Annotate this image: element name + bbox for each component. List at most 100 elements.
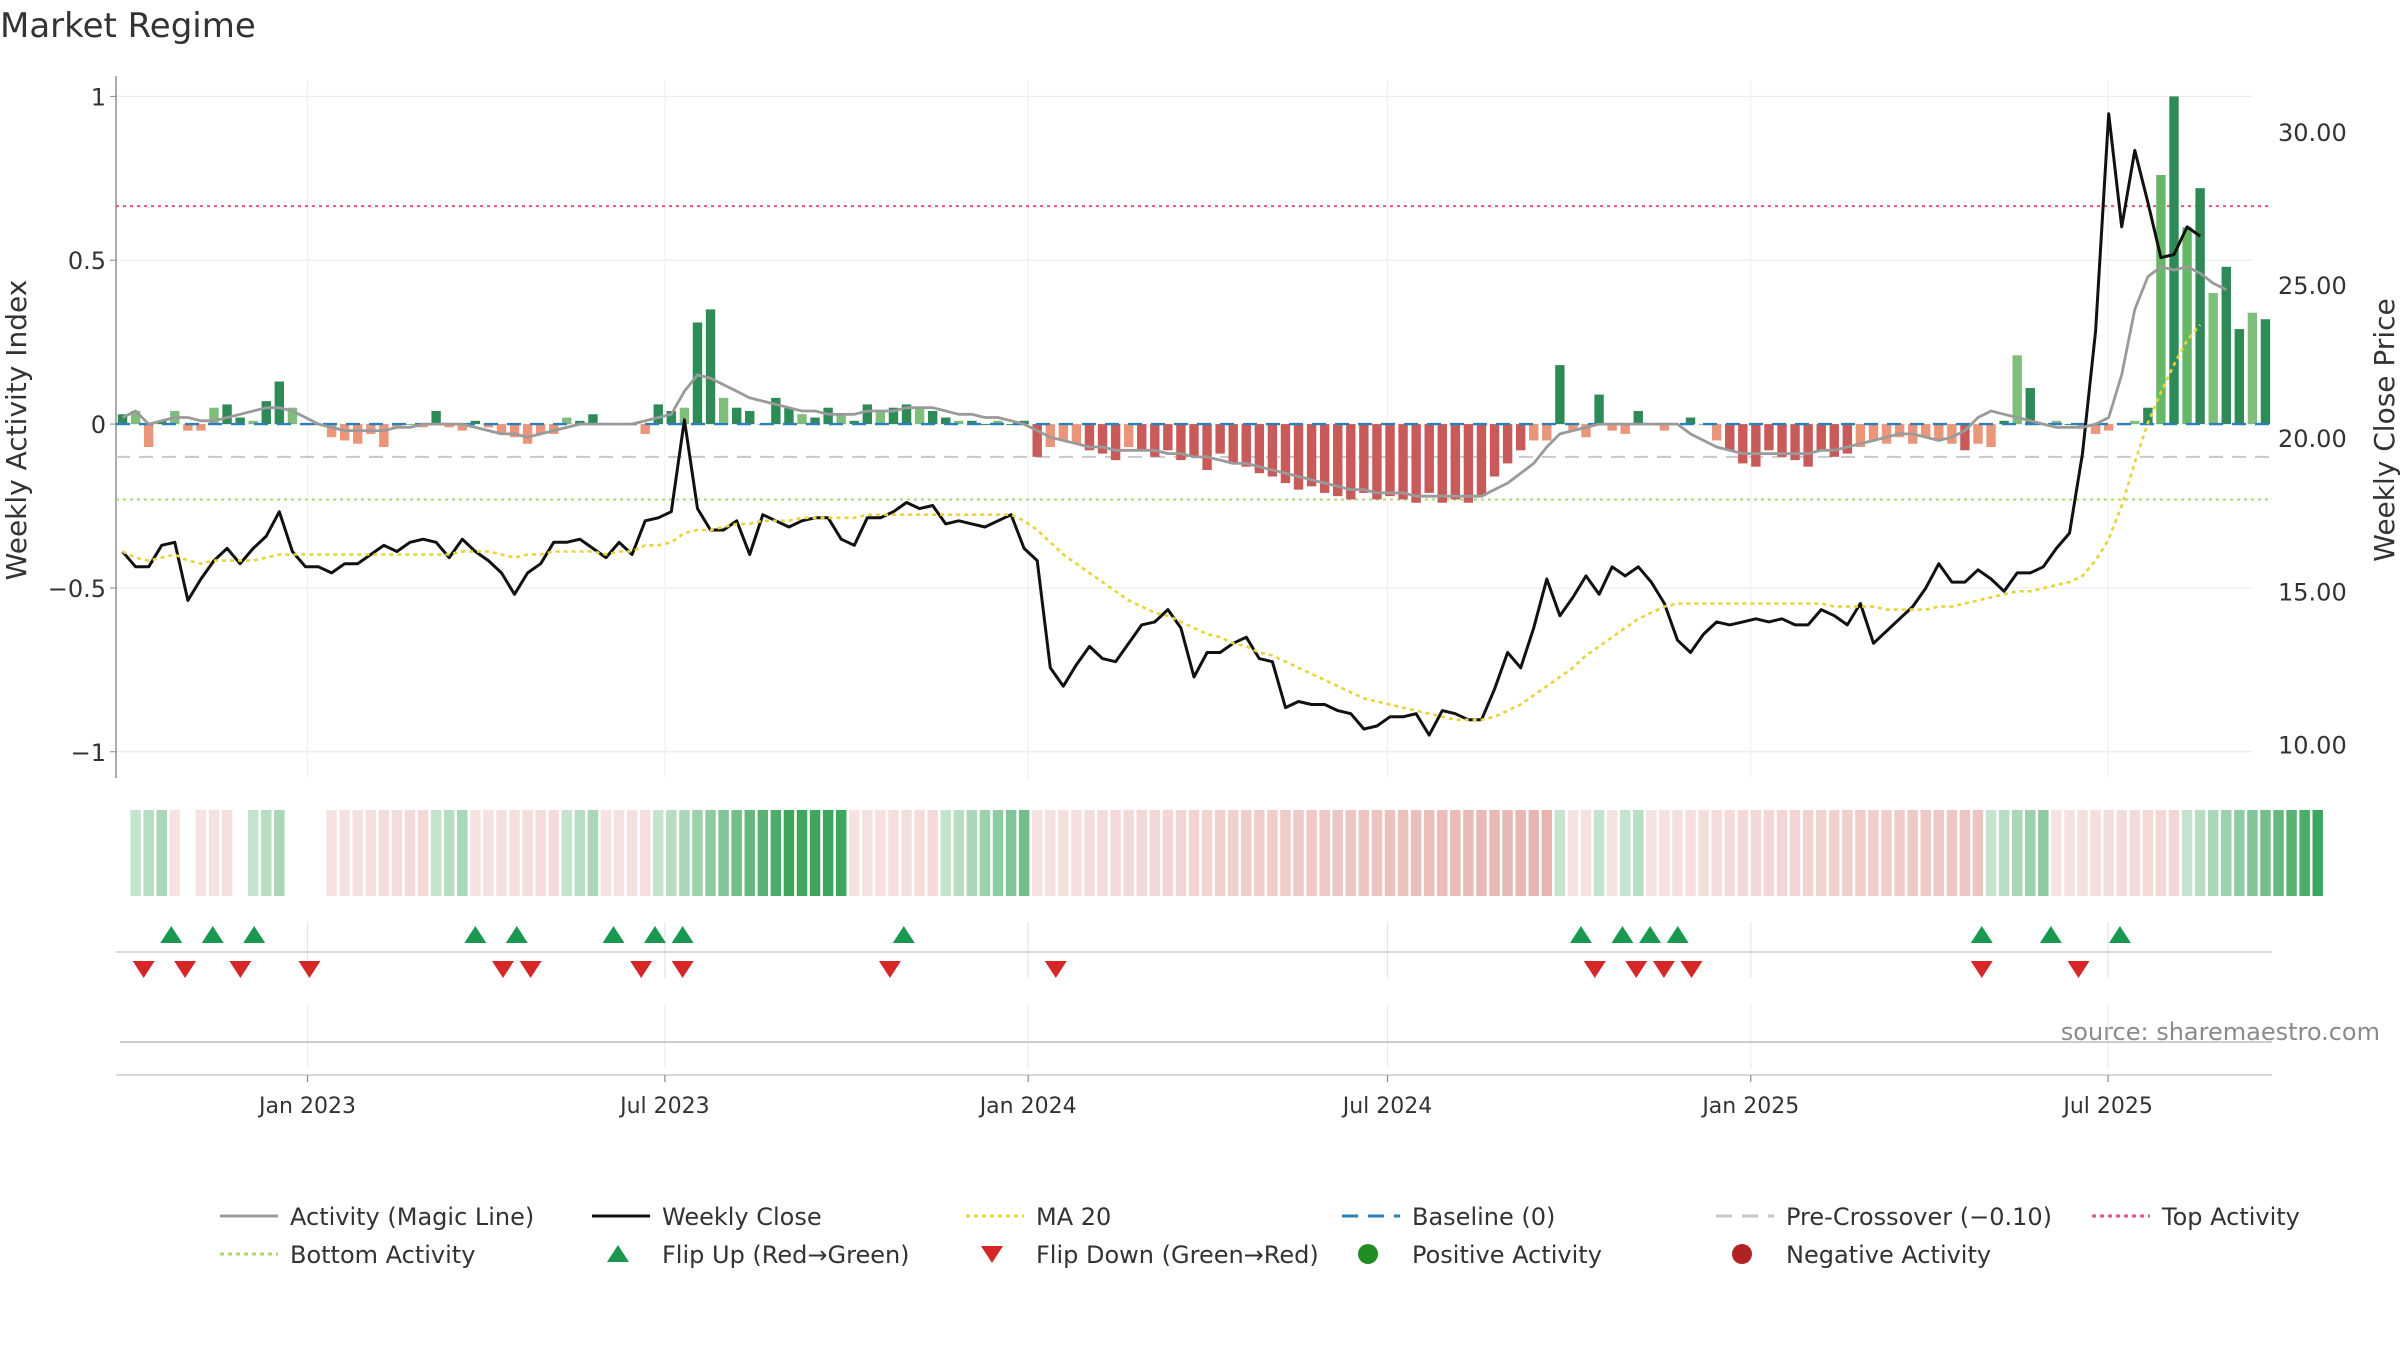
legend-item: Flip Up (Red→Green)	[607, 1241, 910, 1269]
legend: Activity (Magic Line) Weekly Close MA 20 Ba…	[220, 1203, 2300, 1269]
regime-strip-cell	[1829, 810, 1840, 896]
regime-strip-cell	[718, 810, 729, 896]
regime-strip-cell	[1254, 810, 1265, 896]
activity-bar	[483, 424, 494, 428]
legend-dot-icon	[1358, 1244, 1378, 1264]
flip-down-marker	[132, 961, 155, 978]
activity-bar	[248, 420, 258, 425]
regime-strip-cell	[130, 810, 141, 896]
regime-strip-cell	[313, 810, 323, 896]
activity-bar	[718, 397, 729, 425]
activity-bar	[1842, 424, 1853, 454]
activity-bar	[2195, 188, 2205, 425]
activity-bar	[1515, 424, 1526, 451]
regime-strip-cell	[1476, 810, 1487, 896]
regime-strip-cell	[1397, 810, 1409, 896]
regime-strip-cell	[1293, 810, 1304, 896]
regime-strip-cell	[483, 810, 494, 896]
regime-strip-cell	[1463, 810, 1474, 896]
regime-strip-cell	[613, 810, 625, 896]
activity-bar	[1019, 420, 1029, 425]
flip-up-marker	[464, 926, 487, 943]
activity-bar	[1502, 424, 1513, 464]
regime-strip-cell	[1593, 810, 1605, 896]
activity-bar	[810, 417, 820, 425]
activity-bar	[1529, 424, 1539, 441]
regime-strip-cell	[2077, 810, 2088, 896]
regime-strip-cell	[1371, 810, 1383, 896]
activity-bar	[117, 414, 128, 425]
regime-strip-cell	[600, 810, 612, 896]
activity-bar	[444, 424, 454, 428]
activity-bar	[1306, 424, 1317, 487]
activity-bar	[549, 424, 559, 434]
activity-bar	[1555, 365, 1565, 425]
y-axis-left-label: Weekly Activity Index	[0, 280, 33, 581]
activity-bar	[1359, 424, 1369, 493]
flip-up-marker	[1970, 926, 1993, 943]
activity-bar	[771, 397, 781, 425]
activity-bar	[2247, 312, 2258, 425]
activity-bar	[261, 401, 271, 425]
legend-item: Positive Activity	[1358, 1241, 1602, 1269]
activity-bar	[1633, 410, 1643, 425]
activity-bar	[2077, 424, 2088, 428]
regime-strip-cell	[2038, 810, 2049, 896]
activity-bar	[1764, 424, 1774, 451]
activity-bar	[1280, 424, 1291, 484]
y-right-tick-label: 20.00	[2278, 425, 2347, 453]
regime-strip-cell	[1528, 810, 1539, 896]
activity-bar	[1934, 424, 1944, 441]
regime-strip-cell	[2155, 810, 2167, 896]
regime-strip-cell	[1162, 810, 1174, 896]
activity-bar	[457, 424, 467, 431]
legend-triangle-down-icon	[981, 1246, 1003, 1263]
regime-strip-cell	[1998, 810, 2010, 896]
regime-strip-cell	[1672, 810, 1683, 896]
activity-bar	[980, 424, 990, 426]
regime-strip-cell	[705, 810, 716, 896]
activity-bar	[1006, 424, 1016, 426]
activity-bar	[143, 424, 154, 448]
regime-strip-cell	[2011, 810, 2023, 896]
activity-bar	[1385, 424, 1395, 497]
activity-bar	[666, 410, 677, 425]
activity-bar	[353, 424, 363, 444]
activity-bar	[1241, 424, 1251, 467]
regime-strip-cell	[639, 810, 651, 896]
activity-bar	[1110, 424, 1121, 461]
regime-strip-cell	[809, 810, 821, 896]
flip-up-marker	[160, 926, 183, 943]
regime-strip-cell	[1267, 810, 1278, 896]
regime-strip-cell	[1737, 810, 1749, 896]
activity-bar	[731, 407, 742, 425]
flip-up-marker	[201, 926, 224, 943]
regime-strip-cell	[1763, 810, 1775, 896]
regime-strip-cell	[2312, 810, 2323, 896]
regime-strip-cell	[953, 810, 965, 896]
activity-bar	[1071, 424, 1082, 444]
regime-strip-cell	[1633, 810, 1644, 896]
regime-strip-cell	[1985, 810, 1997, 896]
activity-bar	[1150, 424, 1160, 457]
activity-bar	[1450, 424, 1461, 500]
regime-strip-cell	[1345, 810, 1357, 896]
y-right-tick-label: 15.00	[2278, 578, 2347, 606]
activity-bar	[1463, 424, 1474, 503]
regime-strip-cell	[1750, 810, 1762, 896]
regime-strip-cell	[1384, 810, 1396, 896]
y-axis-right-label: Weekly Close Price	[2368, 298, 2400, 561]
regime-strip-cell	[1802, 810, 1814, 896]
activity-bar	[941, 417, 951, 425]
legend-label: Positive Activity	[1412, 1241, 1602, 1269]
flip-up-marker	[243, 926, 266, 943]
activity-bar	[326, 424, 337, 438]
activity-bar	[496, 424, 507, 434]
weekly-close-line	[121, 112, 2201, 737]
activity-bar	[901, 404, 912, 425]
flip-down-marker	[630, 961, 653, 978]
regime-strip-cell	[2194, 810, 2206, 896]
regime-strip-cell	[1306, 810, 1317, 896]
regime-strip-cell	[1136, 810, 1147, 896]
activity-bar	[836, 414, 846, 425]
